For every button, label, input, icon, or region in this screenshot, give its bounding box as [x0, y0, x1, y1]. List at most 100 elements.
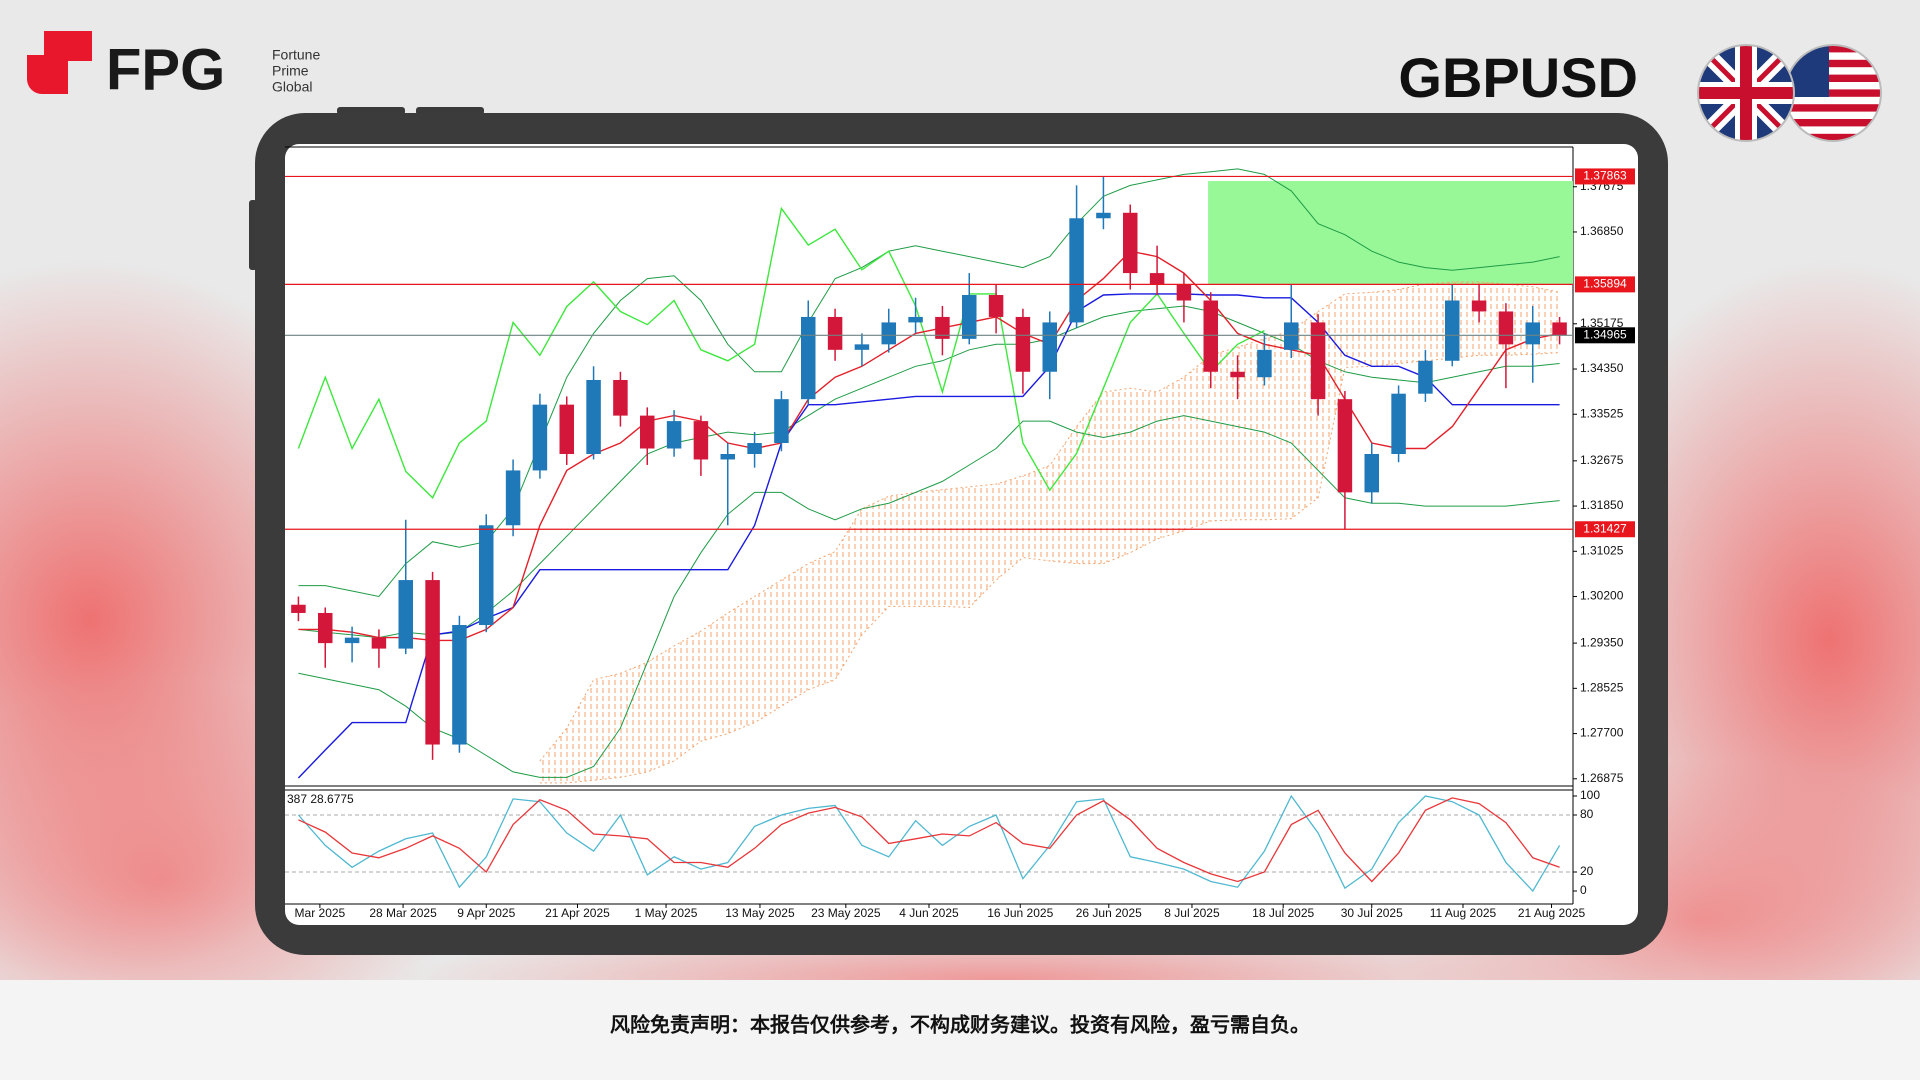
x-tick-label: 26 Jun 2025 [1076, 906, 1142, 920]
price-level-tag [1575, 521, 1635, 538]
price-plot [291, 168, 1573, 784]
candle-body [452, 625, 467, 745]
candle-body [1042, 322, 1057, 372]
indicator-line [298, 305, 1560, 639]
candle-body [854, 344, 870, 350]
candle-body [1203, 300, 1218, 372]
price-level-tag [1575, 276, 1635, 293]
y-tick-label: 1.32675 [1580, 453, 1624, 467]
brand-tagline: Fortune [272, 47, 320, 63]
candle-body [1445, 300, 1460, 361]
y-tick-label: 1.26875 [1580, 771, 1624, 785]
x-tick-label: 21 Aug 2025 [1518, 906, 1586, 920]
candle-body [1176, 284, 1192, 301]
candle-body [344, 637, 360, 644]
candle-body [1498, 311, 1514, 345]
target-zone [1208, 180, 1573, 285]
candle-body [425, 580, 440, 745]
candle-body [908, 316, 923, 323]
candle-body [291, 604, 306, 613]
price-level-tag [1575, 168, 1635, 185]
candle-body [988, 295, 1004, 317]
x-tick-label: 11 Aug 2025 [1430, 906, 1497, 920]
candle-body [747, 443, 762, 454]
ichimoku-cloud [539, 281, 1560, 783]
brand-name: FPG [106, 37, 225, 102]
candle-body [1310, 322, 1326, 400]
candle-body [532, 404, 548, 471]
x-tick-label: 23 May 2025 [811, 906, 881, 920]
candle-body [318, 612, 333, 644]
indicator-line [297, 293, 1560, 779]
x-tick-label: 1 May 2025 [635, 906, 698, 920]
x-tick-label: 30 Jul 2025 [1341, 906, 1403, 920]
candle-body [666, 421, 682, 449]
y-tick-label: 1.31025 [1580, 543, 1624, 557]
x-tick-label: 8 Jul 2025 [1164, 906, 1220, 920]
candle-body [1015, 316, 1031, 372]
candle-body [1123, 212, 1138, 274]
candle-body [827, 316, 843, 350]
candle-body [1149, 273, 1165, 285]
footer-band [0, 980, 1920, 1080]
y-tick-label: 1.36850 [1580, 224, 1624, 238]
logo-icon [27, 31, 92, 94]
candle-body [1337, 399, 1353, 493]
candle-body [1284, 322, 1299, 350]
oscillator-line [297, 794, 1561, 893]
y-tick-label: 1.28525 [1580, 681, 1624, 695]
price-level-label: 1.34965 [1583, 327, 1627, 341]
y-tick-label: 100 [1580, 788, 1600, 802]
price-level-label: 1.35894 [1583, 277, 1627, 291]
price-level-label: 1.37863 [1583, 169, 1627, 183]
candle-body [371, 637, 387, 649]
candle-body [1391, 393, 1406, 454]
candle-body [693, 421, 709, 460]
chart: 1.376751.368501.351751.343501.335251.326… [285, 146, 1635, 920]
candle-body [1096, 212, 1111, 219]
y-tick-label: 0 [1580, 883, 1587, 897]
y-tick-label: 1.31850 [1580, 498, 1624, 512]
candle-body [1230, 371, 1245, 378]
y-tick-label: 1.34350 [1580, 361, 1624, 375]
brand-tagline: Prime [272, 63, 309, 79]
x-tick-label: 13 May 2025 [725, 906, 795, 920]
candle-body [1552, 322, 1567, 336]
candle-body [881, 322, 896, 345]
candle-body [1069, 218, 1084, 323]
candle-body [479, 525, 494, 626]
price-level-tag [1575, 327, 1635, 344]
candle-body [398, 580, 413, 649]
candle-body [935, 316, 950, 339]
candle-body [559, 404, 574, 454]
candle-body [640, 415, 655, 449]
candle-body [801, 316, 816, 400]
y-tick-label: 20 [1580, 864, 1594, 878]
candle-body [962, 295, 977, 339]
brand-tagline: Global [272, 79, 312, 95]
x-tick-label: 4 Jun 2025 [899, 906, 959, 920]
candle-body [774, 399, 789, 444]
candle-body [1418, 360, 1433, 394]
y-tick-label: 1.35175 [1580, 316, 1624, 330]
candle-body [720, 453, 735, 460]
candle-body [1471, 300, 1487, 312]
candle-body [1257, 349, 1272, 378]
disclaimer: 风险免责声明：本报告仅供参考，不构成财务建议。投资有风险，盈亏需自负。 [610, 1012, 1310, 1036]
candle-body [505, 470, 521, 526]
indicator-line [297, 206, 1265, 499]
x-tick-label: 9 Apr 2025 [457, 906, 515, 920]
x-tick-label: Mar 2025 [295, 906, 346, 920]
x-tick-label: 21 Apr 2025 [545, 906, 610, 920]
candle-body [613, 379, 628, 416]
oscillator-label: 387 28.6775 [287, 792, 354, 806]
y-tick-label: 1.29350 [1580, 635, 1624, 649]
indicator-line [298, 415, 1560, 778]
oscillator-line [298, 797, 1560, 883]
x-tick-label: 16 Jun 2025 [987, 906, 1053, 920]
logo: FPG Fortune Prime Global [27, 31, 320, 102]
candle-body [1525, 322, 1540, 345]
y-tick-label: 80 [1580, 807, 1594, 821]
